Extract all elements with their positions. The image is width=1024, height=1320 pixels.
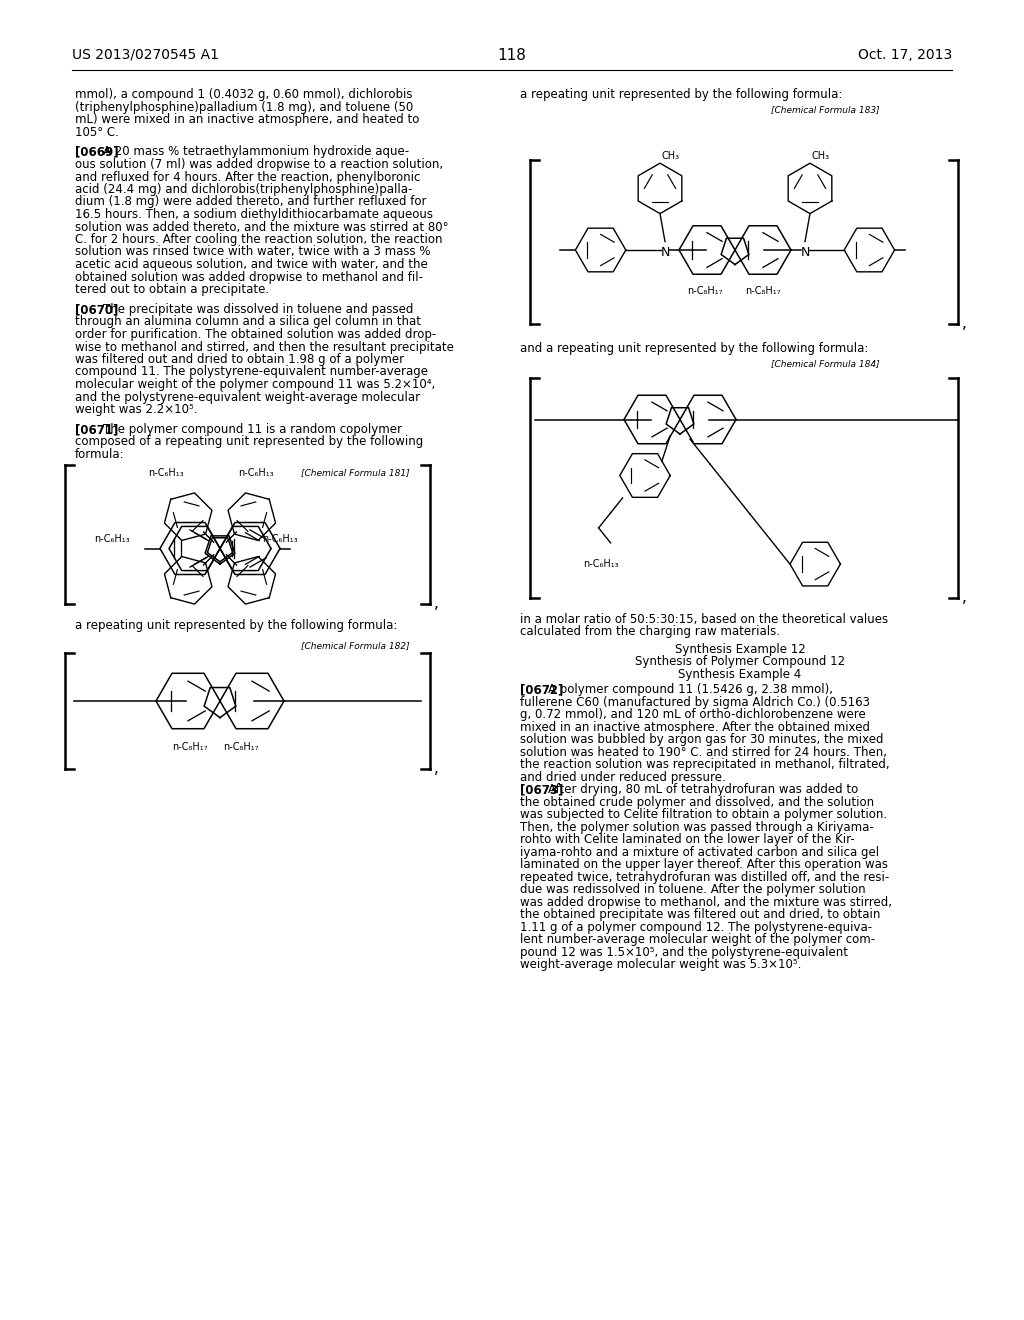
Text: and refluxed for 4 hours. After the reaction, phenylboronic: and refluxed for 4 hours. After the reac… — [75, 170, 421, 183]
Text: US 2013/0270545 A1: US 2013/0270545 A1 — [72, 48, 219, 62]
Text: Then, the polymer solution was passed through a Kiriyama-: Then, the polymer solution was passed th… — [520, 821, 873, 834]
Text: obtained solution was added dropwise to methanol and fil-: obtained solution was added dropwise to … — [75, 271, 423, 284]
Text: N: N — [660, 246, 670, 259]
Text: the obtained precipitate was filtered out and dried, to obtain: the obtained precipitate was filtered ou… — [520, 908, 881, 921]
Text: a repeating unit represented by the following formula:: a repeating unit represented by the foll… — [520, 88, 843, 102]
Text: a repeating unit represented by the following formula:: a repeating unit represented by the foll… — [75, 619, 397, 631]
Text: 1.11 g of a polymer compound 12. The polystyrene-equiva-: 1.11 g of a polymer compound 12. The pol… — [520, 921, 872, 933]
Text: [Chemical Formula 184]: [Chemical Formula 184] — [771, 359, 880, 368]
Text: g, 0.72 mmol), and 120 mL of ortho-dichlorobenzene were: g, 0.72 mmol), and 120 mL of ortho-dichl… — [520, 709, 865, 721]
Text: Synthesis Example 12: Synthesis Example 12 — [675, 643, 805, 656]
Text: CH₃: CH₃ — [662, 152, 680, 161]
Text: acetic acid aqueous solution, and twice with water, and the: acetic acid aqueous solution, and twice … — [75, 257, 428, 271]
Text: was subjected to Celite filtration to obtain a polymer solution.: was subjected to Celite filtration to ob… — [520, 808, 887, 821]
Text: composed of a repeating unit represented by the following: composed of a repeating unit represented… — [75, 436, 423, 449]
Text: solution was bubbled by argon gas for 30 minutes, the mixed: solution was bubbled by argon gas for 30… — [520, 733, 884, 746]
Text: ,: , — [434, 595, 439, 610]
Text: The polymer compound 11 is a random copolymer: The polymer compound 11 is a random copo… — [103, 422, 402, 436]
Text: compound 11. The polystyrene-equivalent number-average: compound 11. The polystyrene-equivalent … — [75, 366, 428, 379]
Text: CH₃: CH₃ — [812, 152, 830, 161]
Text: was added dropwise to methanol, and the mixture was stirred,: was added dropwise to methanol, and the … — [520, 896, 892, 908]
Text: repeated twice, tetrahydrofuran was distilled off, and the resi-: repeated twice, tetrahydrofuran was dist… — [520, 871, 889, 883]
Text: Oct. 17, 2013: Oct. 17, 2013 — [858, 48, 952, 62]
Text: and a repeating unit represented by the following formula:: and a repeating unit represented by the … — [520, 342, 868, 355]
Text: [Chemical Formula 182]: [Chemical Formula 182] — [301, 642, 410, 649]
Text: due was redissolved in toluene. After the polymer solution: due was redissolved in toluene. After th… — [520, 883, 865, 896]
Text: laminated on the upper layer thereof. After this operation was: laminated on the upper layer thereof. Af… — [520, 858, 888, 871]
Text: n-C₈H₁₇: n-C₈H₁₇ — [745, 286, 780, 296]
Text: ,: , — [962, 315, 967, 331]
Text: (triphenylphosphine)palladium (1.8 mg), and toluene (50: (triphenylphosphine)palladium (1.8 mg), … — [75, 100, 414, 114]
Text: order for purification. The obtained solution was added drop-: order for purification. The obtained sol… — [75, 327, 436, 341]
Text: n-C₆H₁₃: n-C₆H₁₃ — [584, 558, 620, 569]
Text: [Chemical Formula 183]: [Chemical Formula 183] — [771, 106, 880, 114]
Text: rohto with Celite laminated on the lower layer of the Kir-: rohto with Celite laminated on the lower… — [520, 833, 855, 846]
Text: The precipitate was dissolved in toluene and passed: The precipitate was dissolved in toluene… — [103, 304, 414, 315]
Text: Synthesis of Polymer Compound 12: Synthesis of Polymer Compound 12 — [635, 655, 845, 668]
Text: n-C₈H₁₇: n-C₈H₁₇ — [687, 286, 723, 296]
Text: A polymer compound 11 (1.5426 g, 2.38 mmol),: A polymer compound 11 (1.5426 g, 2.38 mm… — [548, 684, 834, 696]
Text: iyama-rohto and a mixture of activated carbon and silica gel: iyama-rohto and a mixture of activated c… — [520, 846, 880, 859]
Text: [0671]: [0671] — [75, 422, 119, 436]
Text: tered out to obtain a precipitate.: tered out to obtain a precipitate. — [75, 282, 269, 296]
Text: [0669]: [0669] — [75, 145, 119, 158]
Text: [0673]: [0673] — [520, 783, 563, 796]
Text: mixed in an inactive atmosphere. After the obtained mixed: mixed in an inactive atmosphere. After t… — [520, 721, 870, 734]
Text: acid (24.4 mg) and dichlorobis(triphenylphosphine)palla-: acid (24.4 mg) and dichlorobis(triphenyl… — [75, 183, 413, 195]
Text: n-C₆H₁₃: n-C₆H₁₃ — [148, 469, 183, 479]
Text: A 20 mass % tetraethylammonium hydroxide aque-: A 20 mass % tetraethylammonium hydroxide… — [103, 145, 410, 158]
Text: and the polystyrene-equivalent weight-average molecular: and the polystyrene-equivalent weight-av… — [75, 391, 420, 404]
Text: solution was heated to 190° C. and stirred for 24 hours. Then,: solution was heated to 190° C. and stirr… — [520, 746, 887, 759]
Text: in a molar ratio of 50:5:30:15, based on the theoretical values: in a molar ratio of 50:5:30:15, based on… — [520, 612, 888, 626]
Text: After drying, 80 mL of tetrahydrofuran was added to: After drying, 80 mL of tetrahydrofuran w… — [548, 783, 858, 796]
Text: solution was rinsed twice with water, twice with a 3 mass %: solution was rinsed twice with water, tw… — [75, 246, 430, 259]
Text: dium (1.8 mg) were added thereto, and further refluxed for: dium (1.8 mg) were added thereto, and fu… — [75, 195, 427, 209]
Text: solution was added thereto, and the mixture was stirred at 80°: solution was added thereto, and the mixt… — [75, 220, 449, 234]
Text: pound 12 was 1.5×10⁵, and the polystyrene-equivalent: pound 12 was 1.5×10⁵, and the polystyren… — [520, 945, 848, 958]
Text: calculated from the charging raw materials.: calculated from the charging raw materia… — [520, 626, 780, 638]
Text: C. for 2 hours. After cooling the reaction solution, the reaction: C. for 2 hours. After cooling the reacti… — [75, 234, 442, 246]
Text: 16.5 hours. Then, a sodium diethyldithiocarbamate aqueous: 16.5 hours. Then, a sodium diethyldithio… — [75, 209, 433, 220]
Text: [Chemical Formula 181]: [Chemical Formula 181] — [301, 469, 410, 478]
Text: through an alumina column and a silica gel column in that: through an alumina column and a silica g… — [75, 315, 421, 329]
Text: fullerene C60 (manufactured by sigma Aldrich Co.) (0.5163: fullerene C60 (manufactured by sigma Ald… — [520, 696, 870, 709]
Text: molecular weight of the polymer compound 11 was 5.2×10⁴,: molecular weight of the polymer compound… — [75, 378, 435, 391]
Text: n-C₈H₁₇: n-C₈H₁₇ — [172, 742, 208, 752]
Text: N: N — [801, 246, 810, 259]
Text: lent number-average molecular weight of the polymer com-: lent number-average molecular weight of … — [520, 933, 876, 946]
Text: was filtered out and dried to obtain 1.98 g of a polymer: was filtered out and dried to obtain 1.9… — [75, 352, 404, 366]
Text: 118: 118 — [498, 48, 526, 63]
Text: [0670]: [0670] — [75, 304, 119, 315]
Text: wise to methanol and stirred, and then the resultant precipitate: wise to methanol and stirred, and then t… — [75, 341, 454, 354]
Text: Synthesis Example 4: Synthesis Example 4 — [678, 668, 802, 681]
Text: ,: , — [434, 762, 439, 776]
Text: ous solution (7 ml) was added dropwise to a reaction solution,: ous solution (7 ml) was added dropwise t… — [75, 158, 443, 172]
Text: n-C₆H₁₃: n-C₆H₁₃ — [262, 533, 298, 544]
Text: 105° C.: 105° C. — [75, 125, 119, 139]
Text: weight was 2.2×10⁵.: weight was 2.2×10⁵. — [75, 403, 198, 416]
Text: weight-average molecular weight was 5.3×10⁵.: weight-average molecular weight was 5.3×… — [520, 958, 802, 972]
Text: the obtained crude polymer and dissolved, and the solution: the obtained crude polymer and dissolved… — [520, 796, 874, 809]
Text: n-C₈H₁₇: n-C₈H₁₇ — [223, 742, 259, 752]
Text: [0672]: [0672] — [520, 684, 563, 696]
Text: the reaction solution was reprecipitated in methanol, filtrated,: the reaction solution was reprecipitated… — [520, 758, 890, 771]
Text: n-C₆H₁₃: n-C₆H₁₃ — [94, 533, 130, 544]
Text: n-C₆H₁₃: n-C₆H₁₃ — [238, 469, 273, 479]
Text: formula:: formula: — [75, 447, 125, 461]
Text: mmol), a compound 1 (0.4032 g, 0.60 mmol), dichlorobis: mmol), a compound 1 (0.4032 g, 0.60 mmol… — [75, 88, 413, 102]
Text: and dried under reduced pressure.: and dried under reduced pressure. — [520, 771, 726, 784]
Text: mL) were mixed in an inactive atmosphere, and heated to: mL) were mixed in an inactive atmosphere… — [75, 114, 420, 125]
Text: ,: , — [962, 590, 967, 605]
